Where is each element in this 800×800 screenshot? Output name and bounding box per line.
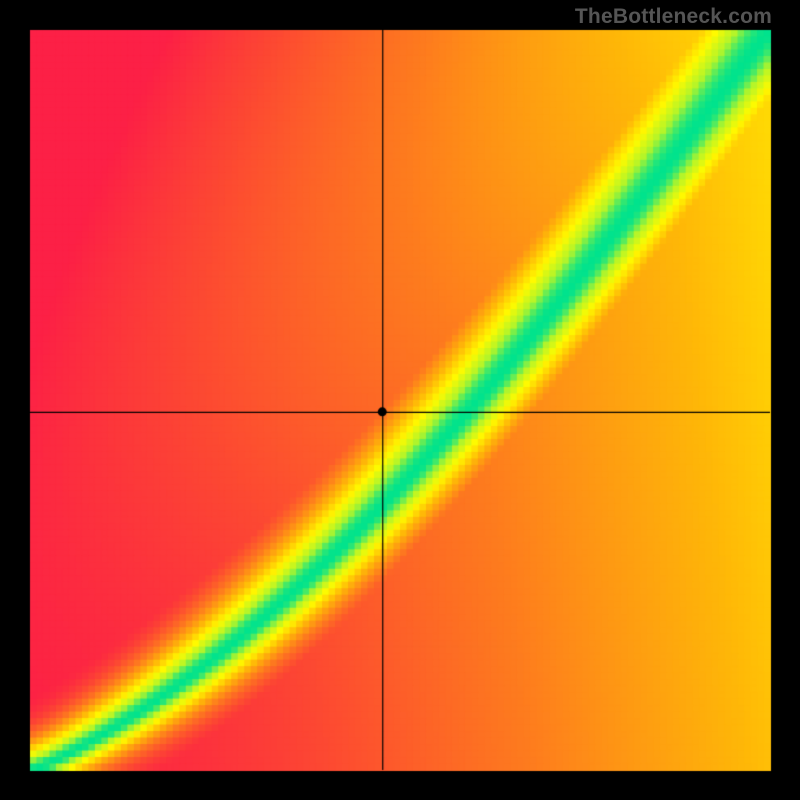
watermark-text: TheBottleneck.com [575,5,772,29]
bottleneck-heatmap [0,0,800,800]
chart-container: TheBottleneck.com [0,0,800,800]
